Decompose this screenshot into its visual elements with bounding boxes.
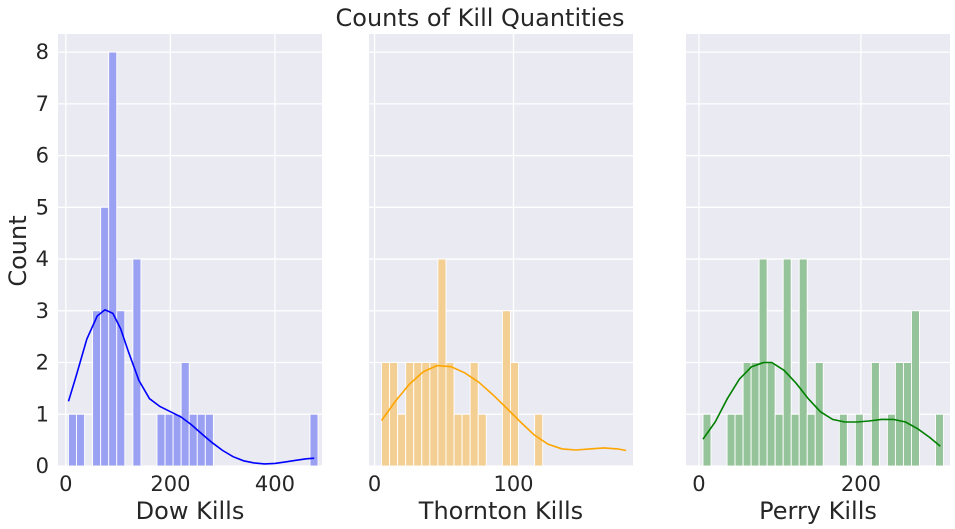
perry-bar-3 — [726, 413, 736, 467]
ytick-label-1: 1 — [36, 402, 49, 426]
thornton-kde-line — [380, 364, 627, 452]
dow-bar-8 — [132, 258, 142, 467]
perry-bar-12 — [798, 258, 808, 467]
perry-kde-line — [702, 361, 941, 447]
dow-kde-line — [67, 308, 315, 465]
dow-bar-15 — [188, 413, 198, 467]
perry-bar-17 — [838, 413, 848, 467]
thornton-x-axis-label: Thornton Kills — [418, 497, 583, 525]
thornton-bar-16 — [509, 362, 519, 467]
ytick-label-4: 4 — [36, 247, 49, 271]
perry-bar-10 — [782, 258, 792, 467]
ytick-label-8: 8 — [36, 40, 49, 64]
dow-bar-5 — [108, 51, 118, 467]
subplot-dow: 0 200 400 0 1 2 3 4 5 6 7 8 Dow Kills — [36, 34, 322, 525]
ytick-label-7: 7 — [36, 92, 49, 116]
dow-xtick-label-400: 400 — [255, 472, 295, 496]
thornton-xtick-label-0: 0 — [368, 472, 381, 496]
thornton-bar-5 — [421, 362, 431, 467]
dow-bar-14 — [180, 362, 190, 467]
dow-xtick-label-200: 200 — [150, 472, 190, 496]
perry-bar-25 — [902, 362, 912, 467]
thornton-bar-3 — [405, 362, 415, 467]
y-axis-label: Count — [4, 215, 32, 286]
ytick-label-2: 2 — [36, 351, 49, 375]
dow-bar-16 — [196, 413, 206, 467]
perry-bar-23 — [886, 413, 896, 467]
perry-bar-0 — [702, 413, 712, 467]
dow-bar-11 — [156, 413, 166, 467]
ytick-label-5: 5 — [36, 195, 49, 219]
ytick-label-6: 6 — [36, 144, 49, 168]
thornton-bars — [381, 258, 544, 467]
thornton-xtick-label-100: 100 — [493, 472, 533, 496]
dow-bars — [68, 51, 319, 467]
thornton-bar-2 — [397, 413, 407, 467]
figure-title: Counts of Kill Quantities — [336, 4, 625, 32]
perry-bar-8 — [766, 362, 776, 467]
perry-bar-14 — [814, 362, 824, 467]
perry-bar-29 — [935, 413, 944, 467]
thornton-bar-6 — [429, 362, 439, 467]
thornton-bar-7 — [437, 258, 447, 467]
thornton-bar-1 — [389, 362, 399, 467]
perry-bar-5 — [742, 362, 752, 467]
dow-bar-13 — [172, 413, 182, 467]
perry-bar-9 — [774, 413, 784, 467]
perry-bars — [702, 258, 944, 467]
dow-bar-12 — [164, 413, 174, 467]
perry-bar-26 — [911, 310, 920, 467]
thornton-bar-4 — [413, 362, 423, 467]
thornton-bar-15 — [501, 310, 511, 467]
dow-bar-6 — [116, 310, 126, 467]
dow-bar-0 — [68, 413, 77, 467]
thornton-bar-8 — [445, 362, 455, 467]
dow-x-axis-label: Dow Kills — [136, 497, 245, 525]
perry-bar-21 — [870, 362, 880, 467]
thornton-bar-12 — [477, 413, 487, 467]
perry-bar-13 — [806, 413, 816, 467]
dow-bar-30 — [309, 413, 319, 467]
dow-bar-1 — [76, 413, 86, 467]
thornton-bar-9 — [453, 413, 463, 467]
perry-xtick-label-200: 200 — [841, 472, 881, 496]
perry-x-axis-label: Perry Kills — [759, 497, 877, 525]
perry-bar-11 — [790, 413, 800, 467]
thornton-gridlines — [369, 34, 633, 467]
thornton-bar-10 — [461, 413, 471, 467]
dow-bar-3 — [92, 310, 102, 467]
perry-bar-4 — [734, 413, 744, 467]
perry-xtick-label-0: 0 — [692, 472, 705, 496]
dow-bar-4 — [100, 206, 110, 467]
ytick-label-0: 0 — [36, 454, 49, 478]
perry-bar-6 — [750, 362, 760, 467]
dow-xtick-label-0: 0 — [59, 472, 72, 496]
ytick-label-3: 3 — [36, 299, 49, 323]
perry-bar-24 — [894, 362, 904, 467]
perry-bar-19 — [854, 413, 864, 467]
